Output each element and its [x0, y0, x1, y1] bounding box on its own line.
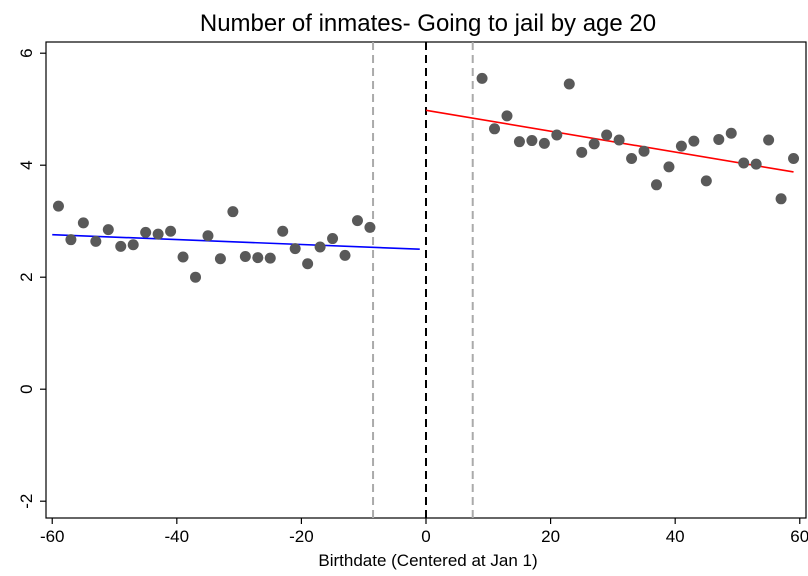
data-point	[127, 239, 139, 251]
x-axis-ticks: -60 -40 -20 0 20 40 60	[40, 518, 808, 546]
data-point	[788, 152, 800, 164]
data-point	[152, 228, 164, 240]
y-tick-label: 4	[17, 160, 36, 169]
data-point	[601, 129, 613, 141]
data-point	[77, 217, 89, 229]
data-point	[476, 72, 488, 84]
data-point	[738, 157, 750, 169]
fit-lines	[52, 109, 794, 250]
data-point	[52, 200, 64, 212]
fit-line-0	[52, 233, 420, 250]
x-tick-label: 20	[541, 527, 560, 546]
data-point	[688, 135, 700, 147]
data-point	[90, 235, 102, 247]
x-axis-label: Birthdate (Centered at Jan 1)	[318, 551, 537, 570]
x-tick-label: -20	[289, 527, 314, 546]
data-point	[351, 215, 363, 227]
chart-title: Number of inmates- Going to jail by age …	[200, 10, 656, 37]
data-point	[190, 271, 202, 283]
data-point	[563, 78, 575, 90]
data-point	[264, 252, 276, 264]
fit-line-1	[425, 109, 794, 173]
data-point	[650, 179, 662, 191]
data-point	[140, 226, 152, 238]
data-point	[725, 127, 737, 139]
data-point	[675, 140, 687, 152]
data-point	[277, 225, 289, 237]
data-point	[364, 221, 376, 233]
data-point	[526, 135, 538, 147]
data-point	[289, 243, 301, 255]
y-tick-label: 2	[17, 272, 36, 281]
x-tick-label: -60	[40, 527, 65, 546]
x-tick-label: 40	[666, 527, 685, 546]
y-axis-ticks: -2 0 2 4 6	[17, 48, 46, 509]
data-point	[750, 158, 762, 170]
data-point	[302, 258, 314, 270]
reference-lines	[372, 42, 474, 518]
data-point	[626, 152, 638, 164]
data-point	[252, 252, 264, 264]
data-point	[613, 134, 625, 146]
data-point	[214, 253, 226, 265]
data-point	[102, 224, 114, 236]
data-point	[576, 146, 588, 158]
x-tick-label: 0	[421, 527, 430, 546]
data-point	[327, 233, 339, 245]
data-point	[177, 251, 189, 263]
y-tick-label: 6	[17, 48, 36, 57]
y-tick-label: -2	[17, 494, 36, 509]
data-point	[638, 145, 650, 157]
data-point	[538, 137, 550, 149]
data-point	[165, 225, 177, 237]
data-point	[314, 241, 326, 253]
data-point	[239, 250, 251, 262]
data-point	[513, 136, 525, 148]
data-point	[501, 110, 513, 122]
data-point	[700, 175, 712, 187]
data-point	[713, 133, 725, 145]
data-point	[551, 129, 563, 141]
x-tick-label: -40	[165, 527, 190, 546]
data-points	[52, 72, 800, 283]
y-tick-label: 0	[17, 384, 36, 393]
data-point	[65, 234, 77, 246]
data-point	[775, 193, 787, 205]
data-point	[227, 206, 239, 218]
x-tick-label: 60	[790, 527, 808, 546]
data-point	[588, 138, 600, 150]
data-point	[663, 161, 675, 173]
data-point	[202, 230, 214, 242]
data-point	[763, 134, 775, 146]
data-point	[115, 240, 127, 252]
data-point	[339, 249, 351, 261]
data-point	[489, 123, 501, 135]
